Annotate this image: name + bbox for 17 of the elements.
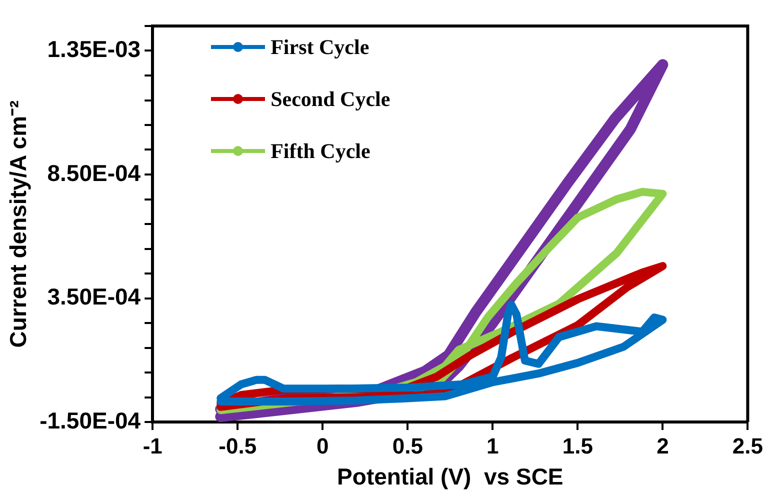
y-tick-label: -1.50E-04: [40, 407, 141, 434]
legend-label: Second Cycle: [270, 86, 390, 112]
y-axis-title: Current density/A cm⁻²: [5, 100, 32, 348]
x-tick-label: 2.5: [732, 433, 764, 458]
x-tick-label: 2: [656, 433, 669, 458]
y-tick-label: 3.50E-04: [47, 284, 141, 310]
legend-label: First Cycle: [270, 34, 370, 60]
x-tick-label: -0.5: [218, 433, 257, 458]
y-tick-label: 8.50E-04: [47, 160, 141, 186]
x-tick-label: 1.5: [562, 433, 593, 458]
x-tick-label: -1: [142, 433, 162, 458]
legend-label: Fifth Cycle: [270, 138, 370, 164]
x-tick-label: 0.5: [392, 433, 423, 458]
x-tick-label: 0: [316, 433, 329, 458]
x-axis-title: Potential (V) vs SCE: [337, 464, 564, 490]
y-tick-label: 1.35E-03: [47, 36, 141, 62]
x-tick-label: 1: [486, 433, 499, 458]
